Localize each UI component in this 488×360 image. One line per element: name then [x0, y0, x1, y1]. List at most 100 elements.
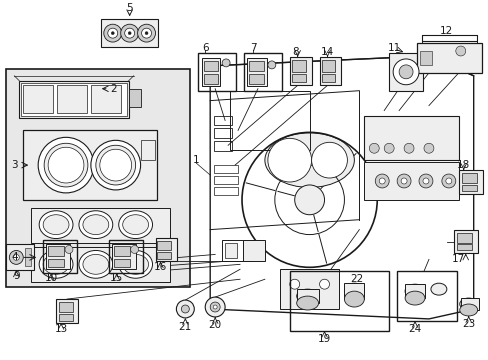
- Circle shape: [128, 32, 131, 35]
- Bar: [155, 238, 177, 261]
- Bar: [421, 35, 476, 41]
- Circle shape: [267, 61, 275, 69]
- Circle shape: [311, 142, 346, 178]
- Bar: [23, 85, 53, 113]
- Bar: [214, 141, 232, 151]
- Text: 4: 4: [11, 252, 18, 262]
- Circle shape: [441, 174, 455, 188]
- Circle shape: [48, 147, 84, 183]
- Circle shape: [9, 251, 23, 264]
- Ellipse shape: [79, 251, 113, 278]
- Circle shape: [403, 143, 413, 153]
- Ellipse shape: [404, 291, 424, 305]
- Bar: [396, 271, 456, 321]
- Text: 2: 2: [110, 84, 117, 94]
- Ellipse shape: [119, 211, 152, 239]
- Ellipse shape: [83, 255, 108, 274]
- Bar: [21, 83, 126, 117]
- Circle shape: [181, 305, 189, 313]
- Circle shape: [65, 246, 73, 253]
- Bar: [456, 244, 471, 251]
- Bar: [204, 74, 218, 84]
- Ellipse shape: [459, 298, 477, 310]
- Circle shape: [100, 149, 131, 181]
- Text: 8: 8: [292, 47, 298, 57]
- Text: 6: 6: [202, 43, 208, 53]
- Bar: [128, 89, 141, 107]
- Bar: [453, 230, 477, 253]
- Text: 13: 13: [54, 324, 67, 334]
- Bar: [57, 85, 87, 113]
- Bar: [319, 57, 341, 85]
- Bar: [279, 269, 339, 309]
- Bar: [157, 252, 171, 260]
- Circle shape: [103, 24, 122, 42]
- Text: 5: 5: [126, 3, 133, 13]
- Bar: [244, 53, 281, 91]
- Bar: [214, 116, 232, 125]
- Bar: [456, 233, 471, 243]
- Circle shape: [418, 174, 432, 188]
- Bar: [108, 239, 142, 273]
- Bar: [31, 208, 170, 243]
- Bar: [112, 243, 135, 269]
- Text: 14: 14: [320, 47, 333, 57]
- Text: 19: 19: [317, 334, 330, 344]
- Bar: [419, 51, 431, 65]
- Ellipse shape: [39, 211, 73, 239]
- Circle shape: [294, 185, 324, 215]
- Circle shape: [422, 178, 428, 184]
- Ellipse shape: [43, 255, 69, 274]
- Circle shape: [91, 140, 141, 190]
- Bar: [296, 289, 318, 303]
- Circle shape: [13, 255, 19, 260]
- Bar: [321, 74, 335, 82]
- Bar: [248, 61, 264, 71]
- Bar: [214, 176, 238, 184]
- Bar: [48, 247, 64, 256]
- Circle shape: [396, 174, 410, 188]
- Bar: [222, 239, 251, 261]
- Bar: [59, 302, 73, 312]
- Bar: [202, 58, 220, 86]
- Ellipse shape: [39, 251, 73, 278]
- Circle shape: [145, 32, 148, 35]
- Ellipse shape: [122, 215, 148, 235]
- Circle shape: [222, 59, 230, 67]
- Bar: [291, 60, 305, 72]
- Bar: [321, 60, 335, 72]
- Circle shape: [400, 178, 406, 184]
- Ellipse shape: [404, 284, 424, 298]
- Text: 16: 16: [154, 262, 167, 272]
- Bar: [364, 162, 458, 200]
- Text: 22: 22: [350, 274, 363, 284]
- Text: 20: 20: [208, 320, 221, 330]
- Bar: [31, 247, 170, 282]
- Ellipse shape: [459, 304, 477, 316]
- Bar: [461, 173, 476, 183]
- Text: 21: 21: [178, 322, 192, 332]
- Circle shape: [111, 32, 114, 35]
- Ellipse shape: [264, 133, 354, 188]
- Bar: [416, 43, 481, 73]
- Bar: [43, 239, 77, 273]
- Ellipse shape: [122, 255, 148, 274]
- Circle shape: [142, 28, 151, 38]
- Bar: [48, 260, 64, 267]
- Circle shape: [455, 46, 465, 56]
- Circle shape: [96, 145, 135, 185]
- Ellipse shape: [119, 251, 152, 278]
- Circle shape: [213, 305, 217, 309]
- Circle shape: [267, 138, 311, 182]
- Circle shape: [319, 279, 329, 289]
- Bar: [6, 69, 190, 287]
- Text: 24: 24: [407, 324, 421, 334]
- Bar: [214, 165, 238, 173]
- Bar: [224, 243, 237, 258]
- Bar: [198, 53, 236, 91]
- Bar: [460, 298, 478, 310]
- Text: 23: 23: [461, 319, 474, 329]
- Circle shape: [210, 302, 220, 312]
- Circle shape: [176, 300, 194, 318]
- Text: 12: 12: [439, 26, 452, 36]
